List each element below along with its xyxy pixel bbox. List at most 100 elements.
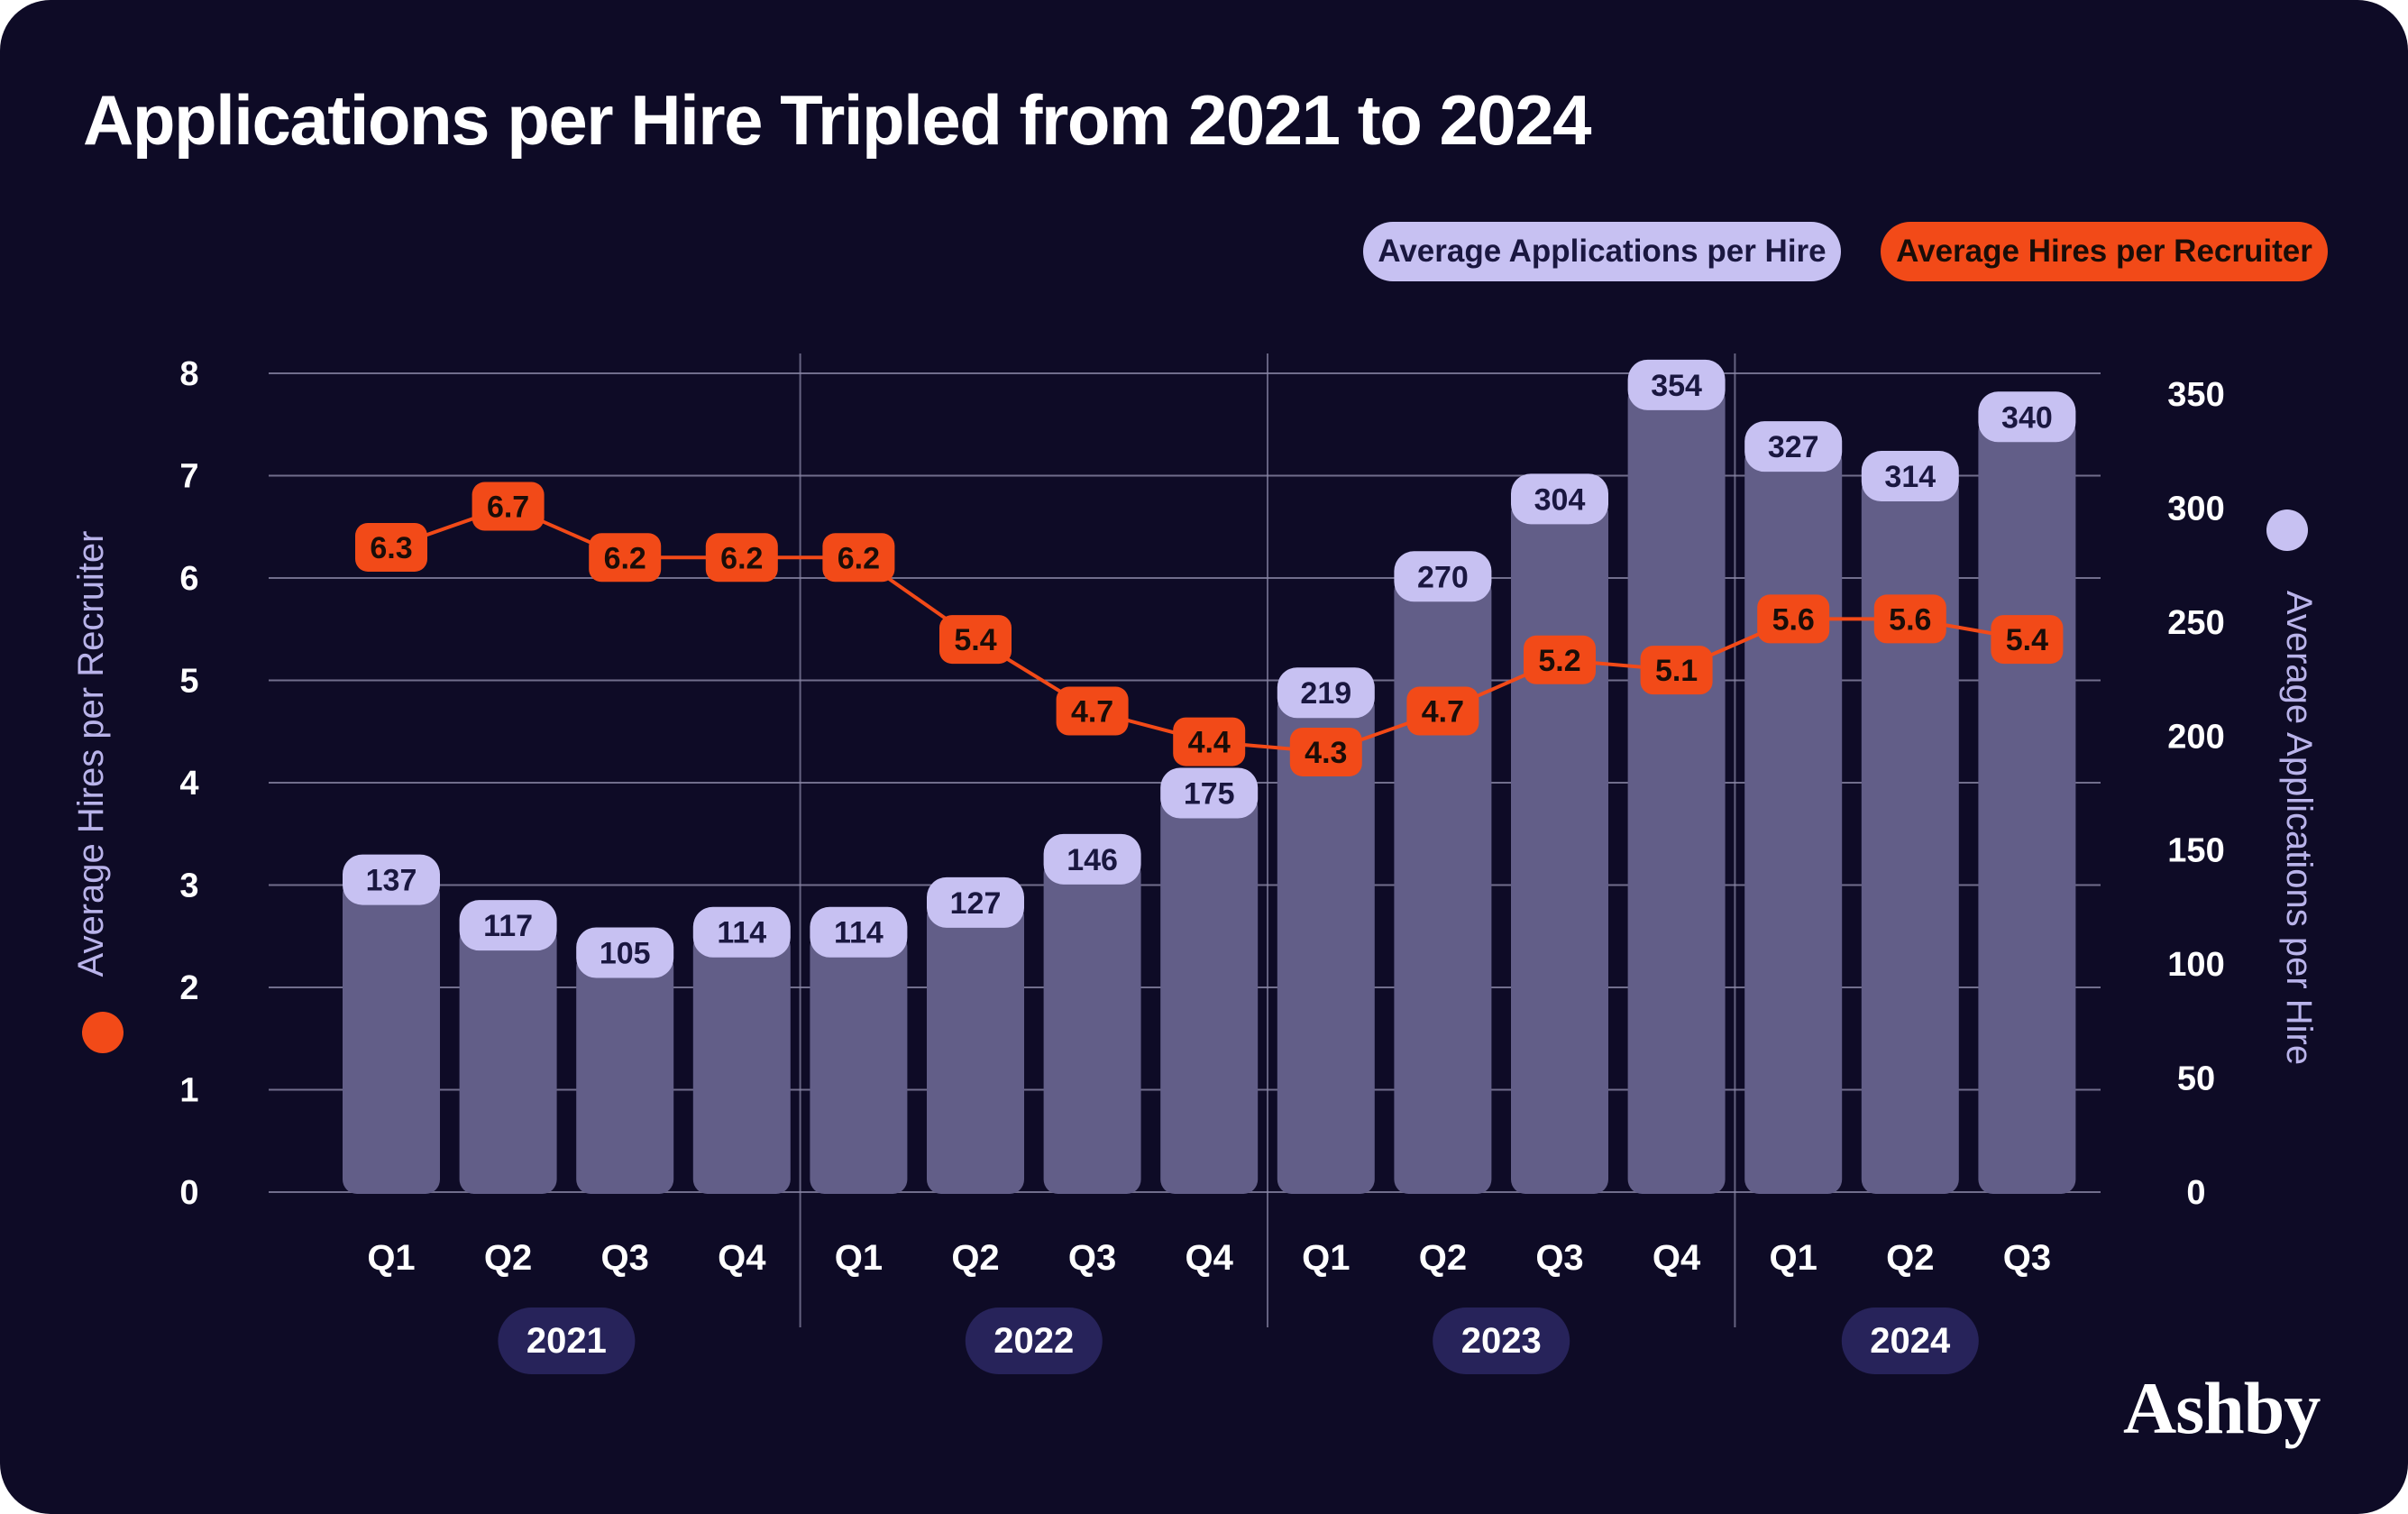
- line-value-label: 6.3: [370, 531, 412, 565]
- bar: [1861, 476, 1959, 1194]
- bar-value-badge: [1394, 551, 1492, 602]
- year-dividers: [799, 353, 1736, 1327]
- line-value-label: 4.7: [1422, 695, 1464, 729]
- line-value-label: 4.7: [1071, 695, 1113, 729]
- year-pill: [498, 1308, 636, 1374]
- bar: [1394, 576, 1492, 1194]
- bar: [459, 925, 557, 1194]
- line-value-badge: [822, 533, 895, 583]
- bar-value-badge: [1744, 421, 1843, 473]
- legend-applications-per-hire: Average Applications per Hire: [1363, 222, 1841, 281]
- line-value-badge: [1406, 686, 1479, 736]
- bar: [1277, 693, 1375, 1194]
- bar: [1978, 417, 2076, 1194]
- bar-value-label: 175: [1184, 777, 1235, 812]
- line-value-label: 5.1: [1655, 654, 1698, 688]
- year-label: 2021: [526, 1321, 607, 1361]
- right-axis-tick: 100: [2167, 946, 2224, 984]
- bar-value-label: 340: [2001, 400, 2053, 435]
- year-label: 2023: [1461, 1321, 1542, 1361]
- quarter-label: Q2: [484, 1238, 532, 1278]
- line-value-label: 5.4: [954, 623, 996, 657]
- right-axis-tick: 350: [2167, 376, 2224, 414]
- line-value-label: 6.2: [838, 541, 880, 575]
- bar-value-badge: [1861, 451, 1959, 502]
- bar: [576, 952, 674, 1194]
- line-value-badge: [589, 533, 662, 583]
- left-axis-tick: 6: [179, 560, 198, 598]
- bar: [343, 879, 440, 1194]
- year-pill: [965, 1308, 1103, 1374]
- bar: [692, 931, 791, 1194]
- bar-value-label: 114: [717, 916, 766, 950]
- bar-value-label: 117: [483, 909, 533, 943]
- bar-value-label: 304: [1534, 482, 1586, 517]
- bar: [1744, 446, 1843, 1195]
- bar-value-badge: [343, 854, 440, 905]
- left-axis-tick: 3: [179, 867, 198, 905]
- bar-value-badge: [1511, 473, 1608, 525]
- bar-value-badge: [810, 906, 908, 958]
- line-value-badge: [1640, 646, 1713, 695]
- line-value-badge: [1173, 717, 1246, 766]
- hires-line: 6.3 6.7 6.2 6.2 6.2 5.4 4.7 4.4 4.3 4.7 5.2 5.1 5.6 5…: [355, 482, 2064, 776]
- bar-value-badge: [1277, 667, 1375, 719]
- bar: [810, 931, 908, 1194]
- bar: [1511, 499, 1608, 1194]
- bar-value-badge: [1160, 767, 1259, 819]
- bar-value-label: 146: [1067, 843, 1118, 877]
- quarter-label: Q3: [1068, 1238, 1116, 1278]
- axes: 0 1 2 3 4 5 6 7 8 0 50 100 150 200 250 300 350 Average Hi…: [71, 355, 2319, 1212]
- right-axis-tick: 150: [2167, 832, 2224, 870]
- right-axis-tick: 200: [2167, 718, 2224, 756]
- quarter-label: Q2: [1419, 1238, 1467, 1278]
- left-axis-tick: 7: [179, 458, 198, 496]
- right-axis-title: Average Applications per Hire: [2279, 591, 2319, 1065]
- bar-value-badge: [1627, 359, 1726, 410]
- line-value-badge: [355, 522, 427, 572]
- bar-value-label: 137: [366, 864, 417, 898]
- bar-value-label: 270: [1417, 560, 1469, 594]
- year-label: 2022: [993, 1321, 1074, 1361]
- quarter-label: Q2: [951, 1238, 999, 1278]
- bar-value-label: 354: [1651, 369, 1702, 403]
- quarter-label: Q1: [835, 1238, 883, 1278]
- line-value-badge: [1056, 686, 1129, 736]
- bar-value-label: 314: [1884, 460, 1936, 494]
- quarter-label: Q1: [1770, 1238, 1817, 1278]
- bar-value-badge: [927, 876, 1024, 928]
- line-value-label: 6.7: [487, 491, 529, 525]
- bar-value-badge: [692, 906, 791, 958]
- line-value-badge: [939, 615, 1012, 665]
- bar-value-badge: [1978, 391, 2076, 443]
- line-value-badge: [1757, 594, 1830, 644]
- year-label: 2024: [1870, 1321, 1951, 1361]
- left-axis-tick: 2: [179, 969, 198, 1007]
- left-axis-title: Average Hires per Recruiter: [71, 530, 111, 977]
- line-value-label: 5.6: [1772, 602, 1815, 637]
- quarter-label: Q2: [1886, 1238, 1934, 1278]
- line-value-badge: [1873, 594, 1946, 644]
- line-value-badge: [472, 482, 545, 531]
- right-axis-marker: [2266, 509, 2308, 551]
- bar-value-label: 219: [1300, 676, 1351, 711]
- bar: [927, 902, 1024, 1194]
- quarter-label: Q4: [1186, 1238, 1234, 1278]
- right-axis-tick: 250: [2167, 604, 2224, 642]
- line-value-label: 6.2: [720, 541, 763, 575]
- bar-value-badge: [576, 927, 674, 978]
- left-axis-tick: 8: [179, 355, 198, 393]
- line-value-badge: [705, 533, 778, 583]
- bar: [1043, 858, 1141, 1194]
- line-value-badge: [1524, 635, 1596, 684]
- bar-value-label: 127: [950, 886, 1002, 921]
- line-value-badge: [1991, 615, 2064, 665]
- chart-title: Applications per Hire Tripled from 2021 …: [83, 80, 1592, 160]
- quarter-label: Q3: [2003, 1238, 2051, 1278]
- line-value-badge: [1289, 727, 1362, 776]
- bars: 137 117 105 114 114 127 146 175 219 270 304 354 327 3…: [343, 359, 2076, 1195]
- left-axis-tick: 1: [179, 1072, 198, 1110]
- year-pill: [1433, 1308, 1570, 1374]
- line-value-label: 5.6: [1889, 602, 1931, 637]
